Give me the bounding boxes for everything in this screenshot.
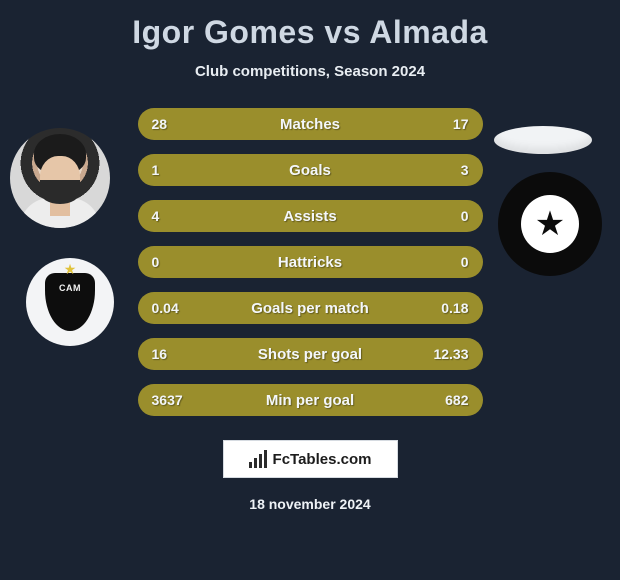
stat-row: 4 Assists 0 [138,200,483,232]
stat-right-value: 0 [429,254,469,270]
stat-left-value: 3637 [152,392,192,408]
stat-left-value: 28 [152,116,192,132]
footer-brand: FcTables.com [223,440,398,478]
stat-row: 0 Hattricks 0 [138,246,483,278]
stat-label: Shots per goal [258,346,362,363]
stat-row: 28 Matches 17 [138,108,483,140]
stat-label: Assists [283,208,336,225]
stat-left-value: 1 [152,162,192,178]
stat-row: 16 Shots per goal 12.33 [138,338,483,370]
star-icon: ★ [64,261,77,278]
left-club-badge: ★ CAM [26,258,114,346]
stat-label: Matches [280,116,340,133]
page-title: Igor Gomes vs Almada [0,0,620,51]
stat-label: Hattricks [278,254,342,271]
stat-label: Min per goal [266,392,354,409]
stat-left-value: 16 [152,346,192,362]
stat-right-value: 12.33 [429,346,469,362]
stat-row: 1 Goals 3 [138,154,483,186]
stat-row: 3637 Min per goal 682 [138,384,483,416]
stat-right-value: 17 [429,116,469,132]
stat-left-value: 4 [152,208,192,224]
top-right-ellipse [494,126,592,154]
bars-icon [249,450,267,468]
star-icon: ★ [535,207,565,241]
stat-label: Goals per match [251,300,369,317]
left-player-photo [10,128,110,228]
stat-right-value: 0 [429,208,469,224]
page-subtitle: Club competitions, Season 2024 [0,63,620,80]
left-club-badge-text: CAM [59,283,81,293]
stat-right-value: 682 [429,392,469,408]
stat-left-value: 0.04 [152,300,192,316]
stat-row: 0.04 Goals per match 0.18 [138,292,483,324]
stat-right-value: 0.18 [429,300,469,316]
stat-right-value: 3 [429,162,469,178]
footer-date: 18 november 2024 [0,496,620,512]
right-club-badge: ★ [498,172,602,276]
stat-label: Goals [289,162,331,179]
stat-left-value: 0 [152,254,192,270]
footer-brand-text: FcTables.com [273,451,372,468]
